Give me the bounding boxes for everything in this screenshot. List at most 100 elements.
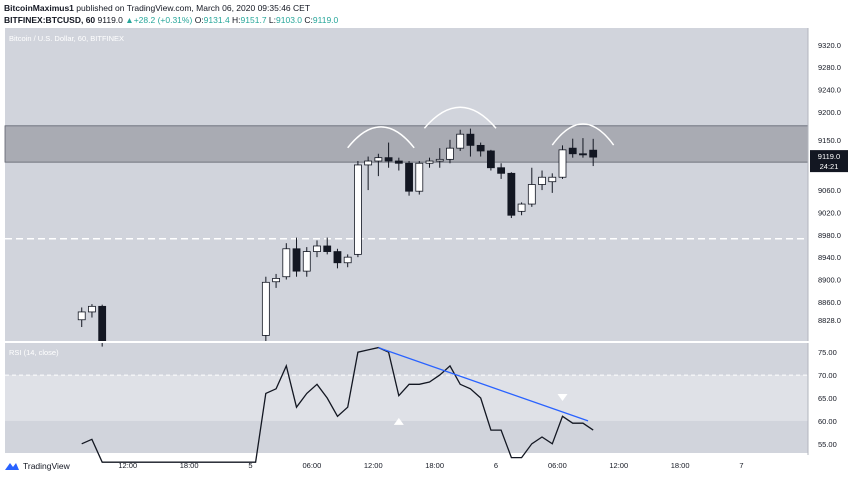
candle-body-up [364,160,373,166]
candle [548,173,557,193]
price-axis-tick: 9150.0 [818,136,841,145]
chart-title: Bitcoin / U.S. Dollar, 60, BITFINEX [9,34,124,43]
candle [466,128,475,157]
candle [302,247,311,277]
candle-body-down [405,162,413,192]
candle [292,237,301,277]
candle [98,304,107,347]
price-axis-tick: 8900.0 [818,276,841,285]
candle-body-down [333,251,342,264]
rsi-axis-tick: 55.00 [818,440,837,449]
candle-body-up [446,147,454,160]
candle [507,172,516,219]
close-value: 9119.0 [312,15,339,25]
candle-body-down [98,305,107,342]
candle-body-up [527,184,536,205]
candle [354,161,362,258]
pattern-arc [347,126,415,149]
price-axis-tick: 8940.0 [818,253,841,262]
open-value: 9131.4 [203,15,230,25]
candle-body-up [517,203,526,212]
candle-body-down [507,172,516,216]
candle [323,237,332,255]
price-axis-tick: 8860.0 [818,298,841,307]
time-axis-tick: 5 [248,461,252,470]
candle-body-up [343,256,352,264]
rsi-axis-tick: 75.00 [818,348,837,357]
rsi-line [81,346,594,463]
candle [527,167,536,207]
candle [589,138,598,167]
candle-body-up [415,162,424,192]
candle-body-up [425,160,434,164]
countdown-label: 24:21 [820,162,839,171]
last-price: 9119.0 [97,15,123,25]
time-axis-tick: 06:00 [548,461,567,470]
candle-body-down [323,245,332,252]
candle-body-up [456,133,465,149]
price-axis-tick: 8980.0 [818,231,841,240]
time-axis-tick: 7 [739,461,743,470]
rsi-title: RSI (14, close) [9,348,59,357]
candle-body-up [77,311,86,321]
footer-brand-name: TradingView [23,461,70,471]
candle [568,138,577,158]
high-label: H: [232,15,241,25]
price-axis-tick: 9200.0 [818,108,841,117]
publish-line: BitcoinMaximus1 published on TradingView… [4,3,310,13]
candle-body-down [589,149,598,158]
time-axis-tick: 18:00 [180,461,199,470]
candle-body-down [579,153,587,156]
candle-body-up [272,277,280,283]
tradingview-logo-icon [5,463,19,470]
candle [415,161,424,195]
low-label: L: [268,15,277,25]
candle [77,307,86,328]
rsi-axis-tick: 65.00 [818,394,837,403]
footer-brand[interactable]: TradingView [4,461,70,471]
down-triangle-icon [557,394,568,401]
candle-body-up [374,157,383,162]
candle [579,138,587,158]
candle [333,248,342,269]
candle [405,161,413,196]
candle [88,304,96,318]
low-value: 9103.0 [276,15,303,25]
candle [261,276,270,341]
candle-body-up [88,305,96,313]
up-arrow-icon: ▲ [125,15,134,25]
candle-body-down [384,157,393,162]
candle [446,139,454,164]
rsi-divergence-trendline [378,346,589,422]
candle-body-down [486,150,495,169]
candle-body-up [302,251,311,272]
candle [272,273,280,288]
candle-body-up [558,149,567,178]
price-change: +28.2 (+0.31%) [133,15,193,25]
price-axis-tick: 9320.0 [818,41,841,50]
candle [425,157,434,168]
close-label: C: [304,15,313,25]
candle-body-up [354,164,362,255]
published-text: published on TradingView.com, March 06, … [76,3,311,13]
candle [313,240,321,258]
ohlc-line: BITFINEX:BTCUSD, 60 9119.0 ▲+28.2 (+0.31… [4,15,338,25]
pattern-arc [423,106,497,129]
time-axis-tick: 18:00 [671,461,690,470]
time-axis-tick: 06:00 [302,461,321,470]
rsi-axis-tick: 70.00 [818,371,837,380]
candle-body-up [313,245,321,252]
candle [497,163,506,179]
pattern-arc [551,123,615,146]
time-axis-tick: 18:00 [425,461,444,470]
candle [364,156,373,191]
last-price-label: 9119.0 [818,152,840,161]
time-axis-tick: 6 [494,461,498,470]
price-axis-tick: 8828.0 [818,316,841,325]
price-axis-tick: 9280.0 [818,63,841,72]
symbol-label: BITFINEX:BTCUSD, 60 [4,15,96,25]
candle [558,145,567,179]
candle-body-down [497,167,506,174]
publisher-name[interactable]: BitcoinMaximus1 [4,3,74,13]
